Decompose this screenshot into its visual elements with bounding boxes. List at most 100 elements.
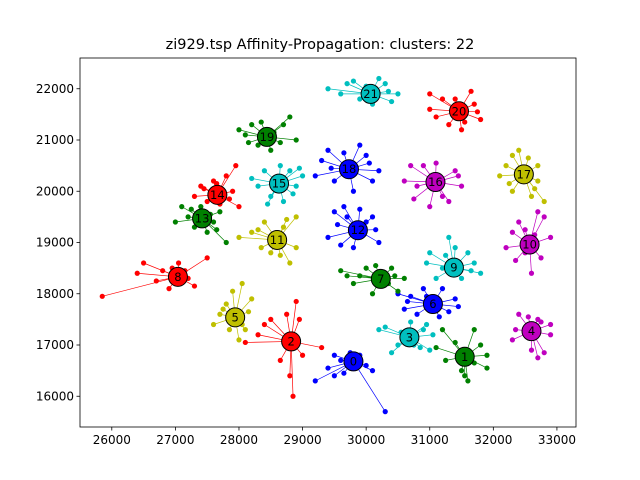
data-point bbox=[236, 337, 242, 343]
data-point bbox=[338, 357, 344, 363]
data-point bbox=[423, 260, 430, 266]
data-point bbox=[293, 137, 299, 143]
data-point bbox=[516, 147, 522, 153]
data-point bbox=[255, 332, 261, 338]
data-point bbox=[458, 183, 465, 189]
data-point bbox=[287, 260, 293, 266]
data-point bbox=[160, 268, 166, 274]
data-point bbox=[471, 327, 477, 333]
data-point bbox=[204, 255, 210, 261]
data-point bbox=[395, 342, 401, 348]
cluster-center-label: 6 bbox=[429, 297, 436, 311]
chart-title: zi929.tsp Affinity-Propagation: clusters… bbox=[166, 37, 475, 53]
data-point bbox=[245, 139, 252, 146]
data-point bbox=[277, 139, 283, 146]
cluster-center-label: 8 bbox=[174, 270, 181, 284]
data-point bbox=[408, 163, 414, 169]
data-point bbox=[312, 378, 318, 384]
data-point bbox=[423, 321, 430, 328]
data-point bbox=[414, 183, 420, 189]
data-point bbox=[344, 214, 350, 220]
data-point bbox=[385, 88, 392, 94]
y-tick-label: 17000 bbox=[36, 338, 74, 352]
data-point bbox=[277, 252, 283, 258]
y-tick-label: 19000 bbox=[36, 236, 74, 250]
cluster-center-marker bbox=[399, 327, 420, 348]
y-tick-label: 18000 bbox=[36, 287, 74, 301]
data-point bbox=[512, 257, 519, 264]
data-point bbox=[153, 278, 159, 284]
cluster-center-label: 11 bbox=[270, 233, 285, 247]
x-tick-label: 29000 bbox=[283, 433, 321, 447]
data-point bbox=[296, 316, 302, 322]
data-point bbox=[249, 122, 255, 128]
y-tick-label: 16000 bbox=[36, 389, 74, 403]
data-point bbox=[140, 260, 147, 266]
cluster-center-marker bbox=[281, 331, 302, 352]
data-point bbox=[433, 114, 439, 120]
data-point bbox=[439, 265, 446, 271]
data-point bbox=[541, 214, 547, 220]
data-point bbox=[417, 344, 423, 351]
data-point bbox=[350, 78, 357, 84]
data-point bbox=[239, 280, 245, 287]
data-point bbox=[471, 101, 477, 107]
data-point bbox=[258, 245, 264, 251]
data-point bbox=[439, 327, 446, 333]
x-tick-label: 27000 bbox=[156, 433, 194, 447]
data-point bbox=[376, 327, 382, 333]
data-point bbox=[458, 368, 465, 374]
x-tick-label: 31000 bbox=[411, 433, 449, 447]
data-point bbox=[478, 342, 484, 348]
data-point bbox=[532, 186, 538, 192]
data-point bbox=[427, 106, 433, 112]
data-point bbox=[369, 291, 376, 297]
data-point bbox=[452, 339, 458, 346]
y-tick-label: 20000 bbox=[36, 184, 74, 198]
cluster-center-marker bbox=[207, 184, 228, 205]
data-point bbox=[408, 319, 414, 325]
data-point bbox=[223, 173, 229, 179]
data-point bbox=[338, 91, 344, 97]
data-point bbox=[357, 142, 363, 148]
data-point bbox=[319, 344, 325, 351]
data-point bbox=[249, 175, 255, 182]
data-point bbox=[357, 206, 363, 212]
cluster-center-label: 14 bbox=[210, 188, 225, 202]
data-point bbox=[478, 270, 484, 276]
data-point bbox=[373, 262, 379, 269]
data-point bbox=[245, 309, 252, 315]
data-point bbox=[455, 303, 461, 310]
data-point bbox=[233, 163, 239, 169]
data-point bbox=[331, 352, 337, 358]
cluster-center-marker bbox=[422, 294, 443, 314]
data-point bbox=[535, 355, 541, 361]
data-point bbox=[484, 365, 490, 371]
cluster-center-label: 16 bbox=[428, 175, 443, 189]
data-point bbox=[179, 204, 185, 210]
data-point bbox=[331, 373, 337, 379]
data-point bbox=[350, 188, 357, 194]
data-point bbox=[436, 314, 442, 320]
data-point bbox=[395, 288, 401, 294]
cluster-center-marker bbox=[360, 83, 381, 104]
data-point bbox=[465, 378, 471, 384]
y-tick-label: 22000 bbox=[36, 82, 74, 96]
cluster-center-label: 5 bbox=[231, 310, 238, 324]
data-point bbox=[284, 216, 290, 223]
cluster-center-marker bbox=[513, 164, 534, 185]
data-point bbox=[280, 122, 287, 128]
data-point bbox=[509, 337, 516, 343]
data-point bbox=[446, 198, 452, 205]
data-point bbox=[280, 198, 287, 205]
data-point bbox=[268, 193, 274, 199]
x-tick-label: 26000 bbox=[93, 433, 131, 447]
data-point bbox=[325, 365, 331, 371]
data-point bbox=[204, 198, 210, 205]
data-point bbox=[293, 183, 299, 189]
data-point bbox=[325, 147, 331, 153]
data-point bbox=[296, 165, 302, 171]
data-point bbox=[401, 178, 407, 184]
data-point bbox=[484, 352, 490, 358]
data-point bbox=[427, 250, 433, 256]
